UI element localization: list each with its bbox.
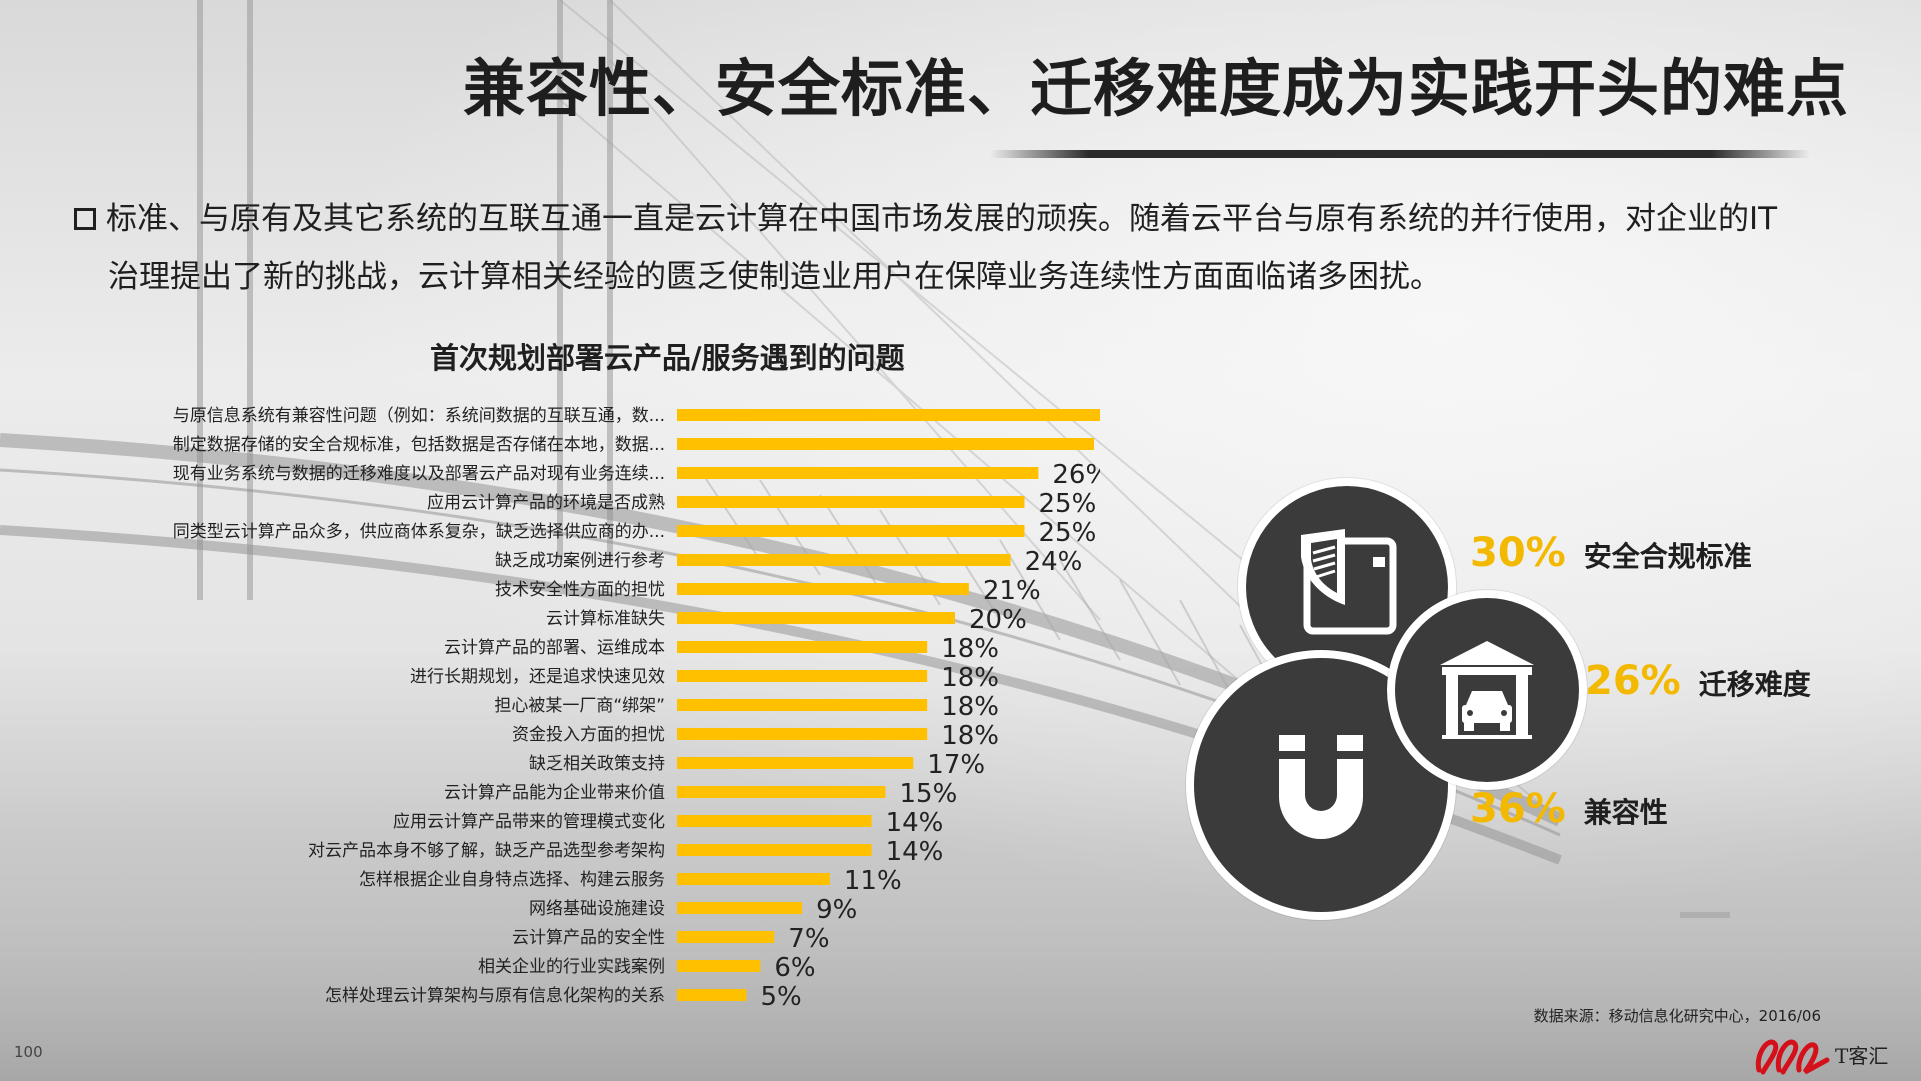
shield-icon xyxy=(1301,529,1397,635)
brand-logo: T客汇 xyxy=(1753,1030,1913,1076)
stat-pct: 26% xyxy=(1585,658,1681,704)
value-label: 14% xyxy=(886,837,944,867)
stat-label: 兼容性 xyxy=(1583,796,1668,829)
category-label: 缺乏成功案例进行参考 xyxy=(495,551,665,571)
category-label: 相关企业的行业实践案例 xyxy=(478,957,665,977)
bar xyxy=(677,699,928,711)
bar xyxy=(677,931,775,943)
category-label: 制定数据存储的安全合规标准，包括数据是否存储在本地，数据... xyxy=(173,435,665,455)
value-label: 6% xyxy=(774,953,815,983)
bar xyxy=(677,902,803,914)
bar xyxy=(677,815,872,827)
category-label: 同类型云计算产品众多，供应商体系复杂，缺乏选择供应商的办... xyxy=(173,522,665,542)
category-label: 资金投入方面的担忧 xyxy=(512,725,665,745)
chart-title: 首次规划部署云产品/服务遇到的问题 xyxy=(430,341,905,375)
value-label: 18% xyxy=(941,663,999,693)
garage-car-icon xyxy=(1440,641,1534,739)
bar xyxy=(677,786,886,798)
category-label: 云计算产品能为企业带来价值 xyxy=(444,783,665,803)
category-label: 云计算产品的部署、运维成本 xyxy=(444,638,665,658)
value-label: 14% xyxy=(886,808,944,838)
bar xyxy=(677,554,1011,566)
category-label: 云计算标准缺失 xyxy=(546,609,665,629)
value-label: 25% xyxy=(1039,489,1097,519)
stat-pct: 30% xyxy=(1470,530,1566,576)
category-label: 怎样处理云计算架构与原有信息化架构的关系 xyxy=(325,986,665,1006)
value-label: 21% xyxy=(983,576,1041,606)
bar xyxy=(677,844,872,856)
stat-pct: 36% xyxy=(1470,786,1566,832)
value-label: 24% xyxy=(1025,547,1083,577)
bar xyxy=(677,641,928,653)
value-label: 9% xyxy=(816,895,857,925)
stat-migration-difficulty: 26% 迁移难度 xyxy=(1585,658,1811,704)
data-source: 数据来源：移动信息化研究中心，2016/06 xyxy=(1533,1007,1821,1025)
garage-icon-circle xyxy=(1387,590,1587,790)
value-label: 17% xyxy=(927,750,985,780)
category-label: 技术安全性方面的担忧 xyxy=(495,580,665,600)
bar xyxy=(677,583,969,595)
bar-chart: 与原信息系统有兼容性问题（例如：系统间数据的互联互通，数...36%制定数据存储… xyxy=(173,406,1100,1012)
category-label: 担心被某一厂商“绑架” xyxy=(494,696,665,716)
value-label: 20% xyxy=(969,605,1027,635)
bullet-square-icon xyxy=(74,208,96,230)
bar xyxy=(677,670,928,682)
stat-compatibility: 36% 兼容性 xyxy=(1470,786,1668,832)
value-label: 5% xyxy=(761,982,802,1012)
intro-line-1: 标准、与原有及其它系统的互联互通一直是云计算在中国市场发展的顽疾。随着云平台与原… xyxy=(106,201,1778,237)
bar xyxy=(677,612,955,624)
category-label: 应用云计算产品带来的管理模式变化 xyxy=(393,812,665,832)
bar xyxy=(677,525,1025,537)
stat-label: 安全合规标准 xyxy=(1583,540,1752,573)
page-number: 100 xyxy=(14,1043,43,1061)
bar xyxy=(677,409,1100,421)
bar xyxy=(677,960,761,972)
value-label: 18% xyxy=(941,692,999,722)
bar xyxy=(677,757,914,769)
bar xyxy=(677,467,1039,479)
magnet-icon xyxy=(1279,735,1363,839)
value-label: 26% xyxy=(1052,460,1100,490)
category-label: 云计算产品的安全性 xyxy=(512,928,665,948)
category-label: 与原信息系统有兼容性问题（例如：系统间数据的互联互通，数... xyxy=(173,406,665,426)
category-label: 缺乏相关政策支持 xyxy=(529,754,665,774)
category-label: 网络基础设施建设 xyxy=(529,899,665,919)
category-label: 应用云计算产品的环境是否成熟 xyxy=(427,492,665,513)
stat-label: 迁移难度 xyxy=(1698,668,1811,701)
value-label: 25% xyxy=(1039,518,1097,548)
value-label: 11% xyxy=(844,866,902,896)
bar xyxy=(677,728,928,740)
page-title: 兼容性、安全标准、迁移难度成为实践开头的难点 xyxy=(462,52,1849,125)
category-label: 怎样根据企业自身特点选择、构建云服务 xyxy=(359,870,665,890)
category-label: 进行长期规划，还是追求快速见效 xyxy=(410,667,665,687)
bar xyxy=(677,496,1025,508)
bar xyxy=(677,989,747,1001)
value-label: 15% xyxy=(900,779,958,809)
value-label: 18% xyxy=(941,721,999,751)
value-label: 18% xyxy=(941,634,999,664)
logo-mark-icon xyxy=(1755,1039,1830,1075)
intro-paragraph: 标准、与原有及其它系统的互联互通一直是云计算在中国市场发展的顽疾。随着云平台与原… xyxy=(74,190,1854,306)
category-label: 现有业务系统与数据的迁移难度以及部署云产品对现有业务连续... xyxy=(173,464,665,484)
category-label: 对云产品本身不够了解，缺乏产品选型参考架构 xyxy=(308,841,665,861)
bar xyxy=(677,873,830,885)
title-underline xyxy=(990,150,1810,158)
stat-security-compliance: 30% 安全合规标准 xyxy=(1470,530,1752,576)
value-label: 7% xyxy=(788,924,829,954)
bar xyxy=(677,438,1094,450)
intro-line-2: 治理提出了新的挑战，云计算相关经验的匮乏使制造业用户在保障业务连续性方面面临诸多… xyxy=(108,259,1441,295)
logo-text: T客汇 xyxy=(1835,1044,1889,1068)
